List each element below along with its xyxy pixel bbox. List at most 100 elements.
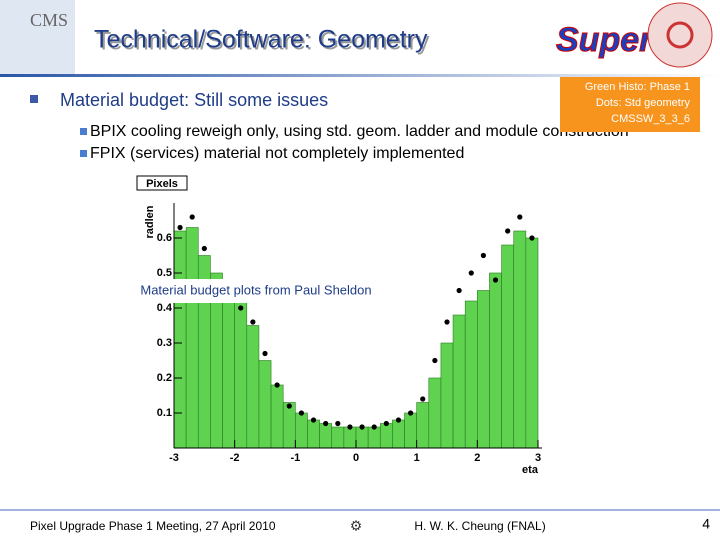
histogram-bar — [367, 426, 381, 449]
sub-bullet-marker — [80, 128, 87, 135]
chart-title-box — [136, 175, 188, 191]
data-point — [286, 403, 292, 409]
data-point — [517, 214, 523, 220]
histogram-bar — [452, 314, 466, 449]
y-tick-label: 0.5 — [157, 267, 172, 279]
cms-logo-bg — [0, 0, 75, 75]
data-point — [323, 420, 329, 427]
data-point — [456, 287, 462, 294]
histogram-bar — [379, 423, 393, 449]
data-point — [335, 420, 341, 427]
data-point — [371, 424, 377, 430]
annotation: Green Histo: Phase 1 — [585, 81, 690, 93]
data-point — [177, 224, 183, 231]
sub-bullet-marker — [80, 150, 87, 157]
bullet: Material budget: Still some issues — [60, 90, 328, 110]
histogram-bar — [404, 412, 417, 449]
bullet-marker — [30, 95, 38, 103]
data-point — [298, 410, 304, 416]
data-point — [274, 382, 280, 388]
cms-logo: CMS — [30, 10, 68, 30]
x-axis-label: eta — [522, 464, 539, 476]
histogram-bar — [416, 402, 430, 449]
data-point — [347, 424, 353, 430]
histogram-bar — [173, 230, 187, 449]
histogram-bar — [343, 426, 357, 449]
histogram-bar — [185, 227, 199, 449]
data-point — [238, 305, 244, 311]
data-point — [408, 410, 414, 416]
sub-bullet: BPIX cooling reweigh only, using std. ge… — [90, 123, 629, 140]
data-point — [492, 277, 499, 283]
histogram-bar — [489, 272, 502, 449]
data-point — [359, 424, 365, 430]
annotation: Dots: Std geometry — [596, 97, 691, 109]
histogram-bar — [513, 230, 527, 449]
x-tick-label: 2 — [474, 452, 480, 464]
data-point — [444, 319, 450, 325]
x-tick-label: 1 — [414, 452, 420, 464]
histogram-bar — [307, 419, 320, 449]
data-point — [529, 235, 535, 241]
histogram-bar — [234, 300, 248, 449]
page-number: 4 — [702, 516, 710, 532]
data-point — [310, 417, 317, 423]
x-tick-label: 3 — [535, 452, 541, 464]
histogram-bar — [525, 237, 539, 449]
super-logo: Super — [556, 21, 654, 59]
footer-left: Pixel Upgrade Phase 1 Meeting, 27 April … — [30, 519, 276, 533]
y-tick-label: 0.3 — [157, 337, 172, 349]
data-point — [395, 417, 402, 423]
histogram-bar — [477, 290, 490, 449]
data-point — [468, 270, 474, 276]
data-point — [420, 396, 426, 402]
data-point — [189, 214, 195, 220]
chart-title: Pixels — [146, 178, 178, 190]
histogram-bar — [246, 325, 260, 449]
histogram-bar — [440, 342, 454, 449]
histogram-bar — [428, 377, 442, 449]
annotation: CMSSW_3_3_6 — [611, 113, 690, 125]
x-tick-label: -3 — [169, 452, 179, 464]
caption: Material budget plots from Paul Sheldon — [140, 282, 371, 297]
data-point — [201, 245, 207, 252]
footer-center: H. W. K. Cheung (FNAL) — [414, 519, 545, 533]
caption-box — [110, 279, 400, 303]
y-tick-label: 0.1 — [157, 407, 172, 419]
data-point — [383, 420, 389, 427]
histogram-bar — [501, 244, 515, 449]
data-point — [262, 350, 268, 357]
y-tick-label: 0.6 — [157, 232, 172, 244]
ring-logo-inner — [666, 21, 694, 49]
x-tick-label: 0 — [353, 452, 359, 464]
histogram-bar — [295, 412, 308, 449]
histogram-bar — [319, 423, 333, 449]
annotation-box — [560, 77, 700, 132]
data-point — [505, 228, 511, 234]
sub-bullet: FPIX (services) material not completely … — [90, 145, 464, 162]
x-tick-label: -1 — [290, 452, 300, 464]
histogram-bar — [270, 384, 284, 449]
title-shadow: Technical/Software: Geometry — [96, 28, 430, 56]
ring-logo — [647, 2, 713, 68]
histogram-bar — [258, 360, 272, 449]
histogram-bar — [282, 402, 296, 449]
chart: Pixels radlen eta 0.1 0.2 0.3 0.4 0.5 0.6 -3 -2… — [136, 175, 542, 476]
data-point — [250, 319, 256, 325]
data-point — [432, 357, 438, 364]
x-tick-label: -2 — [230, 452, 240, 464]
histogram-bar — [464, 300, 478, 449]
y-tick-label: 0.4 — [157, 302, 173, 314]
fnal-logo: ⚙ — [350, 518, 363, 534]
title: Technical/Software: Geometry — [94, 26, 428, 54]
y-tick-label: 0.2 — [157, 372, 172, 384]
histogram-bar — [355, 426, 369, 449]
histogram-bar — [222, 290, 235, 449]
y-axis-label: radlen — [144, 205, 156, 238]
header-rule — [0, 74, 720, 77]
histogram-bar — [392, 419, 405, 449]
data-point — [480, 252, 486, 259]
histogram-bar — [331, 426, 345, 449]
